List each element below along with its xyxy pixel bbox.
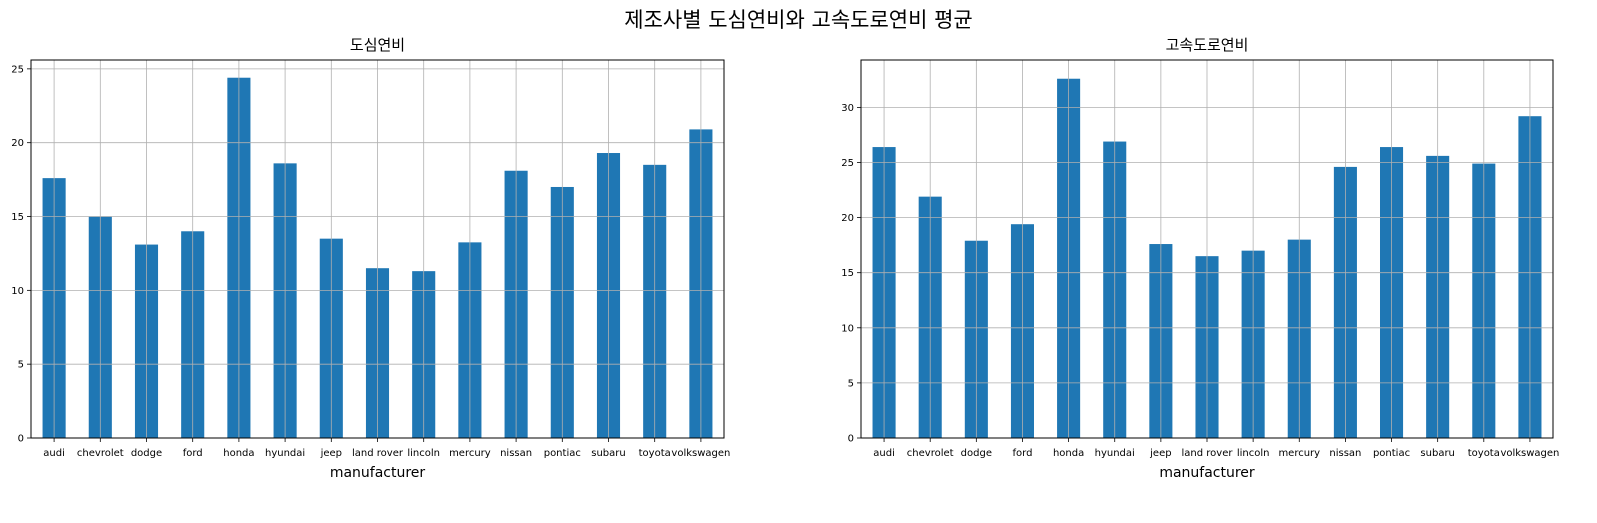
y-tick-label: 15 [11, 212, 24, 223]
figure-title: 제조사별 도심연비와 고속도로연비 평균 [624, 8, 973, 32]
x-tick-label: toyota [639, 448, 671, 459]
x-tick-label: ford [183, 448, 203, 459]
x-tick-label: jeep [320, 448, 342, 459]
x-tick-label: honda [1053, 448, 1084, 459]
x-tick-label: audi [43, 448, 65, 459]
chart-city: 0 5 10 15 20 25 audi chevrolet dodge ford honda hyu… [11, 36, 730, 481]
y-tick-label: 25 [841, 158, 854, 169]
x-tick-label: nissan [1329, 448, 1361, 459]
x-tick-label: volkswagen [1500, 448, 1559, 459]
x-tick-label: hyundai [265, 448, 305, 459]
y-tick-label: 20 [841, 213, 854, 224]
chart-title: 고속도로연비 [1166, 36, 1249, 54]
x-tick-label: pontiac [544, 448, 581, 459]
x-tick-label: lincoln [407, 448, 440, 459]
x-tick-label: chevrolet [77, 448, 124, 459]
x-tick-label: volkswagen [671, 448, 730, 459]
y-tick-label: 0 [18, 434, 24, 445]
x-tick-label: audi [873, 448, 895, 459]
x-tick-label: land rover [352, 448, 404, 459]
x-tick-label: ford [1013, 448, 1033, 459]
x-tick-label: nissan [500, 448, 532, 459]
x-tick-label: lincoln [1237, 448, 1270, 459]
x-axis-label: manufacturer [1159, 465, 1255, 481]
y-tick-label: 10 [841, 323, 854, 334]
x-tick-label: jeep [1149, 448, 1171, 459]
x-tick-label: dodge [961, 448, 992, 459]
y-tick-label: 10 [11, 286, 24, 297]
x-tick-label: toyota [1468, 448, 1500, 459]
x-tick-label: honda [223, 448, 254, 459]
y-tick-label: 5 [848, 378, 854, 389]
x-tick-label: pontiac [1373, 448, 1410, 459]
x-tick-label: mercury [449, 448, 491, 459]
x-tick-label: subaru [1420, 448, 1454, 459]
y-tick-label: 25 [11, 64, 24, 75]
y-tick-label: 30 [841, 103, 854, 114]
axes-frame [860, 59, 1554, 439]
chart-title: 도심연비 [350, 36, 405, 54]
x-tick-label: land rover [1182, 448, 1234, 459]
x-tick-label: dodge [131, 448, 162, 459]
x-axis-label: manufacturer [330, 465, 426, 481]
x-tick-label: hyundai [1095, 448, 1135, 459]
chart-highway: 0 5 10 15 20 25 30 audi chevrolet dodge ford honda h… [841, 36, 1559, 481]
x-tick-label: chevrolet [907, 448, 954, 459]
y-tick-label: 0 [848, 434, 854, 445]
y-tick-label: 20 [11, 138, 24, 149]
y-tick-label: 15 [841, 268, 854, 279]
x-tick-label: subaru [591, 448, 625, 459]
y-tick-label: 5 [18, 360, 24, 371]
axes-frame [30, 59, 725, 439]
x-tick-label: mercury [1278, 448, 1320, 459]
